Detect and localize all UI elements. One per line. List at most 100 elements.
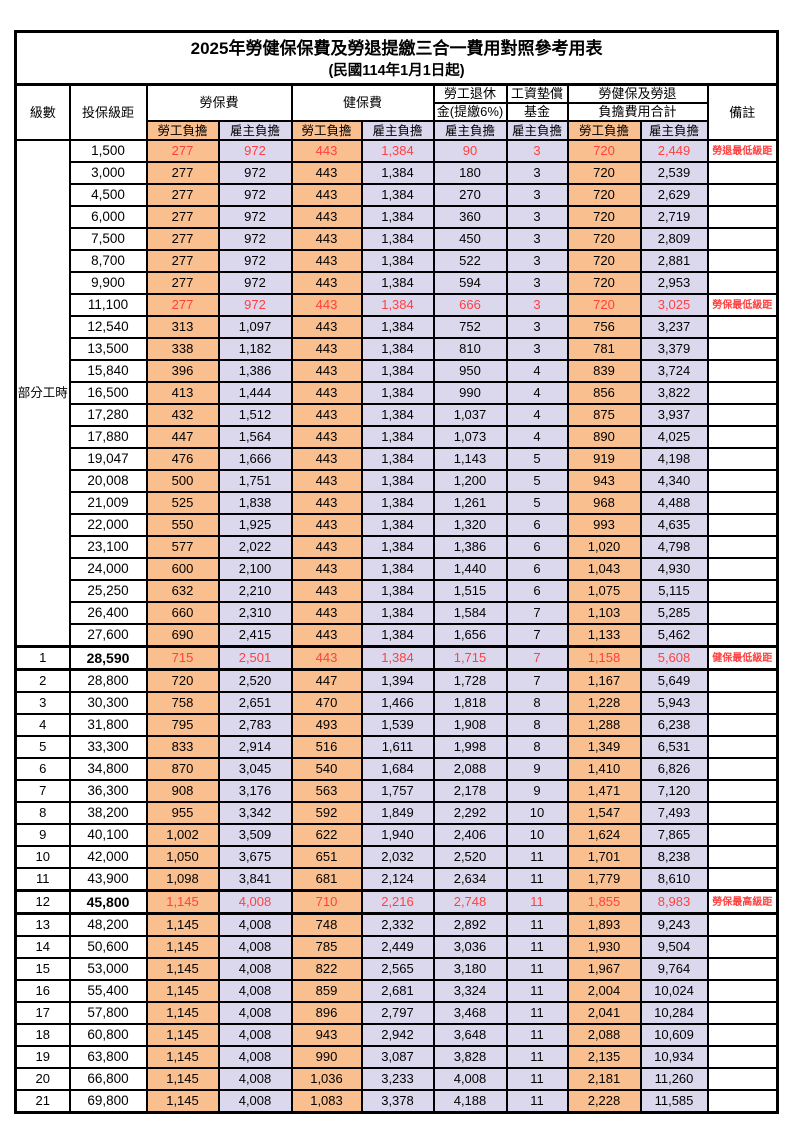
health-employee-cell: 443: [290, 469, 363, 494]
grade-cell: 7,500: [68, 227, 148, 252]
labor-employer-cell: 1,838: [217, 491, 293, 516]
table-row: 18 60,800 1,145 4,008 943 2,942 3,648 11 2,088 10…: [14, 1023, 779, 1048]
total-employee-cell: 1,779: [566, 867, 642, 892]
grade-cell: 12,540: [68, 315, 148, 340]
labor-employer-cell: 2,415: [217, 623, 293, 648]
grade-cell: 55,400: [68, 979, 148, 1004]
health-employee-cell: 443: [290, 557, 363, 582]
total-employee-cell: 1,103: [566, 601, 642, 626]
labor-employee-cell: 396: [145, 359, 220, 384]
level-cell: 5: [14, 735, 71, 760]
labor-employee-cell: 338: [145, 337, 220, 362]
table-row: 19,047 476 1,666 443 1,384 1,143 5 919 4,198: [16, 447, 779, 472]
note-cell: [706, 337, 779, 362]
note-cell: [706, 381, 779, 406]
pension-employer-cell: 1,818: [432, 691, 508, 716]
labor-employee-cell: 908: [145, 779, 220, 804]
health-employer-cell: 1,384: [360, 337, 435, 362]
total-employee-cell: 2,135: [566, 1045, 642, 1070]
grade-cell: 34,800: [68, 757, 148, 782]
grade-cell: 60,800: [68, 1023, 148, 1048]
total-employer-cell: 4,930: [639, 557, 709, 582]
table-row: 9 40,100 1,002 3,509 622 1,940 2,406 10 1,624 7,8…: [14, 823, 779, 848]
labor-employer-cell: 2,783: [217, 713, 293, 738]
table-row: 13 48,200 1,145 4,008 748 2,332 2,892 11 1,893 9,…: [14, 913, 779, 938]
total-employee-cell: 968: [566, 491, 642, 516]
health-employer-cell: 2,332: [360, 913, 435, 938]
note-cell: [706, 491, 779, 516]
total-employer-cell: 9,764: [639, 957, 709, 982]
table-row: 26,400 660 2,310 443 1,384 1,584 7 1,103 5,285: [16, 601, 779, 626]
wage-fund-employer-cell: 5: [505, 447, 569, 472]
note-cell: [706, 535, 779, 560]
table-row: 21 69,800 1,145 4,008 1,083 3,378 4,188 11 2,228…: [14, 1089, 779, 1114]
total-employer-cell: 10,934: [639, 1045, 709, 1070]
wage-fund-employer-cell: 3: [505, 315, 569, 340]
health-employer-cell: 1,384: [360, 161, 435, 186]
pension-employer-cell: 1,998: [432, 735, 508, 760]
wage-fund-employer-cell: 3: [505, 139, 569, 164]
col-header-total-line2: 負擔費用合計: [566, 102, 709, 123]
pension-employer-cell: 450: [432, 227, 508, 252]
total-employer-cell: 5,608: [639, 645, 709, 672]
labor-employer-cell: 972: [217, 183, 293, 208]
total-employer-cell: 2,809: [639, 227, 709, 252]
labor-employee-cell: 313: [145, 315, 220, 340]
labor-employee-cell: 690: [145, 623, 220, 648]
wage-fund-employer-cell: 4: [505, 381, 569, 406]
total-employee-cell: 1,701: [566, 845, 642, 870]
total-employee-cell: 1,893: [566, 913, 642, 938]
labor-employee-cell: 1,050: [145, 845, 220, 870]
note-cell: 勞保最高級距: [706, 889, 779, 916]
table-row: 23,100 577 2,022 443 1,384 1,386 6 1,020 4,798: [16, 535, 779, 560]
health-employer-cell: 2,797: [360, 1001, 435, 1026]
labor-employee-cell: 1,002: [145, 823, 220, 848]
labor-employee-cell: 1,145: [145, 1067, 220, 1092]
grade-cell: 45,800: [68, 889, 148, 916]
total-employee-cell: 1,349: [566, 735, 642, 760]
total-employee-cell: 1,020: [566, 535, 642, 560]
health-employee-cell: 516: [290, 735, 363, 760]
health-employer-cell: 1,384: [360, 645, 435, 672]
labor-employee-cell: 277: [145, 205, 220, 230]
wage-fund-employer-cell: 3: [505, 205, 569, 230]
note-cell: [706, 359, 779, 384]
note-cell: [706, 935, 779, 960]
pension-employer-cell: 3,324: [432, 979, 508, 1004]
health-employee-cell: 1,083: [290, 1089, 363, 1114]
total-employer-cell: 11,585: [639, 1089, 709, 1114]
total-employee-cell: 919: [566, 447, 642, 472]
labor-employee-cell: 795: [145, 713, 220, 738]
table-row: 5 33,300 833 2,914 516 1,611 1,998 8 1,349 6,531: [14, 735, 779, 760]
title-cell: 2025年勞健保保費及勞退提繳三合一費用對照參考用表 (民國114年1月1日起): [14, 30, 779, 87]
pension-employer-cell: 3,648: [432, 1023, 508, 1048]
pension-employer-cell: 1,656: [432, 623, 508, 648]
note-cell: [706, 1045, 779, 1070]
pension-employer-cell: 1,386: [432, 535, 508, 560]
grade-cell: 30,300: [68, 691, 148, 716]
level-cell: 17: [14, 1001, 71, 1026]
grade-cell: 25,250: [68, 579, 148, 604]
health-employee-cell: 443: [290, 535, 363, 560]
pension-employer-cell: 594: [432, 271, 508, 296]
health-employer-cell: 1,384: [360, 315, 435, 340]
page-subtitle: (民國114年1月1日起): [328, 62, 465, 79]
health-employer-cell: 2,449: [360, 935, 435, 960]
total-employer-cell: 10,609: [639, 1023, 709, 1048]
health-employee-cell: 443: [290, 205, 363, 230]
labor-employee-cell: 1,145: [145, 935, 220, 960]
health-employee-cell: 443: [290, 513, 363, 538]
pension-employer-cell: 2,634: [432, 867, 508, 892]
health-employer-cell: 2,565: [360, 957, 435, 982]
health-employee-cell: 443: [290, 579, 363, 604]
total-employer-cell: 5,943: [639, 691, 709, 716]
labor-employee-cell: 870: [145, 757, 220, 782]
table-row: 3,000 277 972 443 1,384 180 3 720 2,539: [16, 161, 779, 186]
subheader-wage-fund-employer: 雇主負擔: [505, 120, 569, 142]
health-employee-cell: 592: [290, 801, 363, 826]
grade-cell: 22,000: [68, 513, 148, 538]
health-employee-cell: 443: [290, 183, 363, 208]
note-cell: [706, 513, 779, 538]
pension-employer-cell: 666: [432, 293, 508, 318]
health-employer-cell: 1,539: [360, 713, 435, 738]
